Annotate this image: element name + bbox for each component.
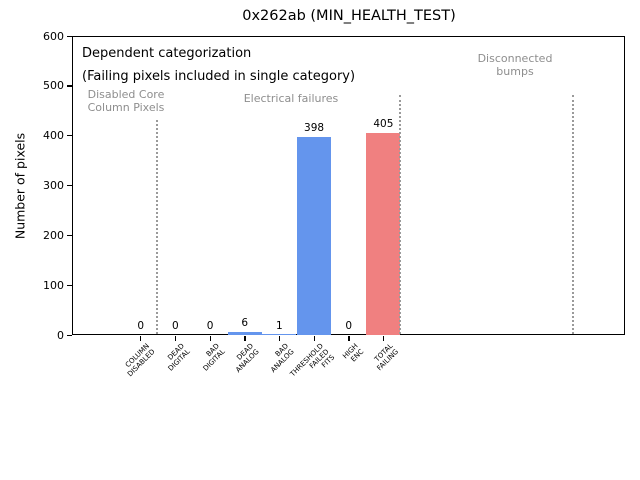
category-separator-line bbox=[399, 95, 401, 334]
x-tick-label: TOTAL FAILING bbox=[372, 342, 400, 373]
bar bbox=[262, 334, 297, 335]
y-tick bbox=[67, 185, 72, 187]
bar-value-label: 1 bbox=[276, 319, 283, 332]
bar bbox=[227, 332, 262, 335]
annotation-black: (Failing pixels included in single categ… bbox=[82, 69, 356, 84]
bar-value-label: 0 bbox=[172, 320, 179, 332]
x-tick bbox=[348, 336, 350, 341]
y-tick bbox=[67, 135, 72, 137]
x-tick bbox=[313, 336, 315, 341]
x-tick bbox=[244, 336, 246, 341]
y-tick-label: 200 bbox=[43, 228, 64, 242]
x-tick bbox=[174, 336, 177, 341]
bar-value-label: 0 bbox=[345, 320, 353, 332]
bar bbox=[366, 133, 401, 335]
y-tick bbox=[67, 284, 72, 286]
y-tick bbox=[67, 234, 72, 237]
x-tick-label: HIGH ENC bbox=[340, 342, 366, 364]
x-tick bbox=[140, 336, 142, 341]
y-tick-label: 300 bbox=[43, 179, 64, 192]
x-tick-label: THRESHOLD FAILED FITS bbox=[288, 342, 337, 379]
annotation-gray: Electrical failures bbox=[243, 92, 339, 105]
y-tick-label: 500 bbox=[43, 79, 64, 93]
y-tick bbox=[67, 85, 72, 87]
bar-value-label: 398 bbox=[304, 121, 325, 134]
category-separator-line bbox=[156, 120, 158, 334]
plot-area bbox=[72, 36, 625, 335]
x-tick bbox=[382, 336, 385, 341]
bar-value-label: 0 bbox=[206, 320, 214, 332]
y-tick-label: 400 bbox=[43, 129, 64, 143]
y-tick bbox=[67, 334, 72, 336]
y-tick-label: 600 bbox=[43, 29, 64, 43]
bar-value-label: 6 bbox=[241, 317, 249, 329]
y-tick bbox=[67, 35, 72, 37]
category-separator-line bbox=[572, 95, 574, 334]
bar-value-label: 0 bbox=[137, 320, 145, 332]
annotation-gray: Disconnected bumps bbox=[477, 52, 553, 78]
x-tick-label: DEAD ANALOG bbox=[234, 342, 262, 375]
x-tick bbox=[278, 336, 281, 341]
bar-value-label: 405 bbox=[373, 118, 394, 131]
bar bbox=[297, 136, 332, 335]
y-tick-label: 0 bbox=[57, 328, 64, 342]
x-tick-label: COLUMN DISABLED bbox=[124, 342, 158, 379]
chart-title: 0x262ab (MIN_HEALTH_TEST) bbox=[242, 8, 456, 24]
annotation-gray: Disabled Core Column Pixels bbox=[87, 88, 165, 114]
x-tick bbox=[209, 336, 211, 341]
x-tick-label: DEAD DIGITAL bbox=[166, 342, 192, 373]
x-tick-label: BAD DIGITAL bbox=[201, 342, 227, 373]
y-tick-label: 100 bbox=[43, 278, 64, 292]
annotation-black: Dependent categorization bbox=[82, 46, 252, 61]
